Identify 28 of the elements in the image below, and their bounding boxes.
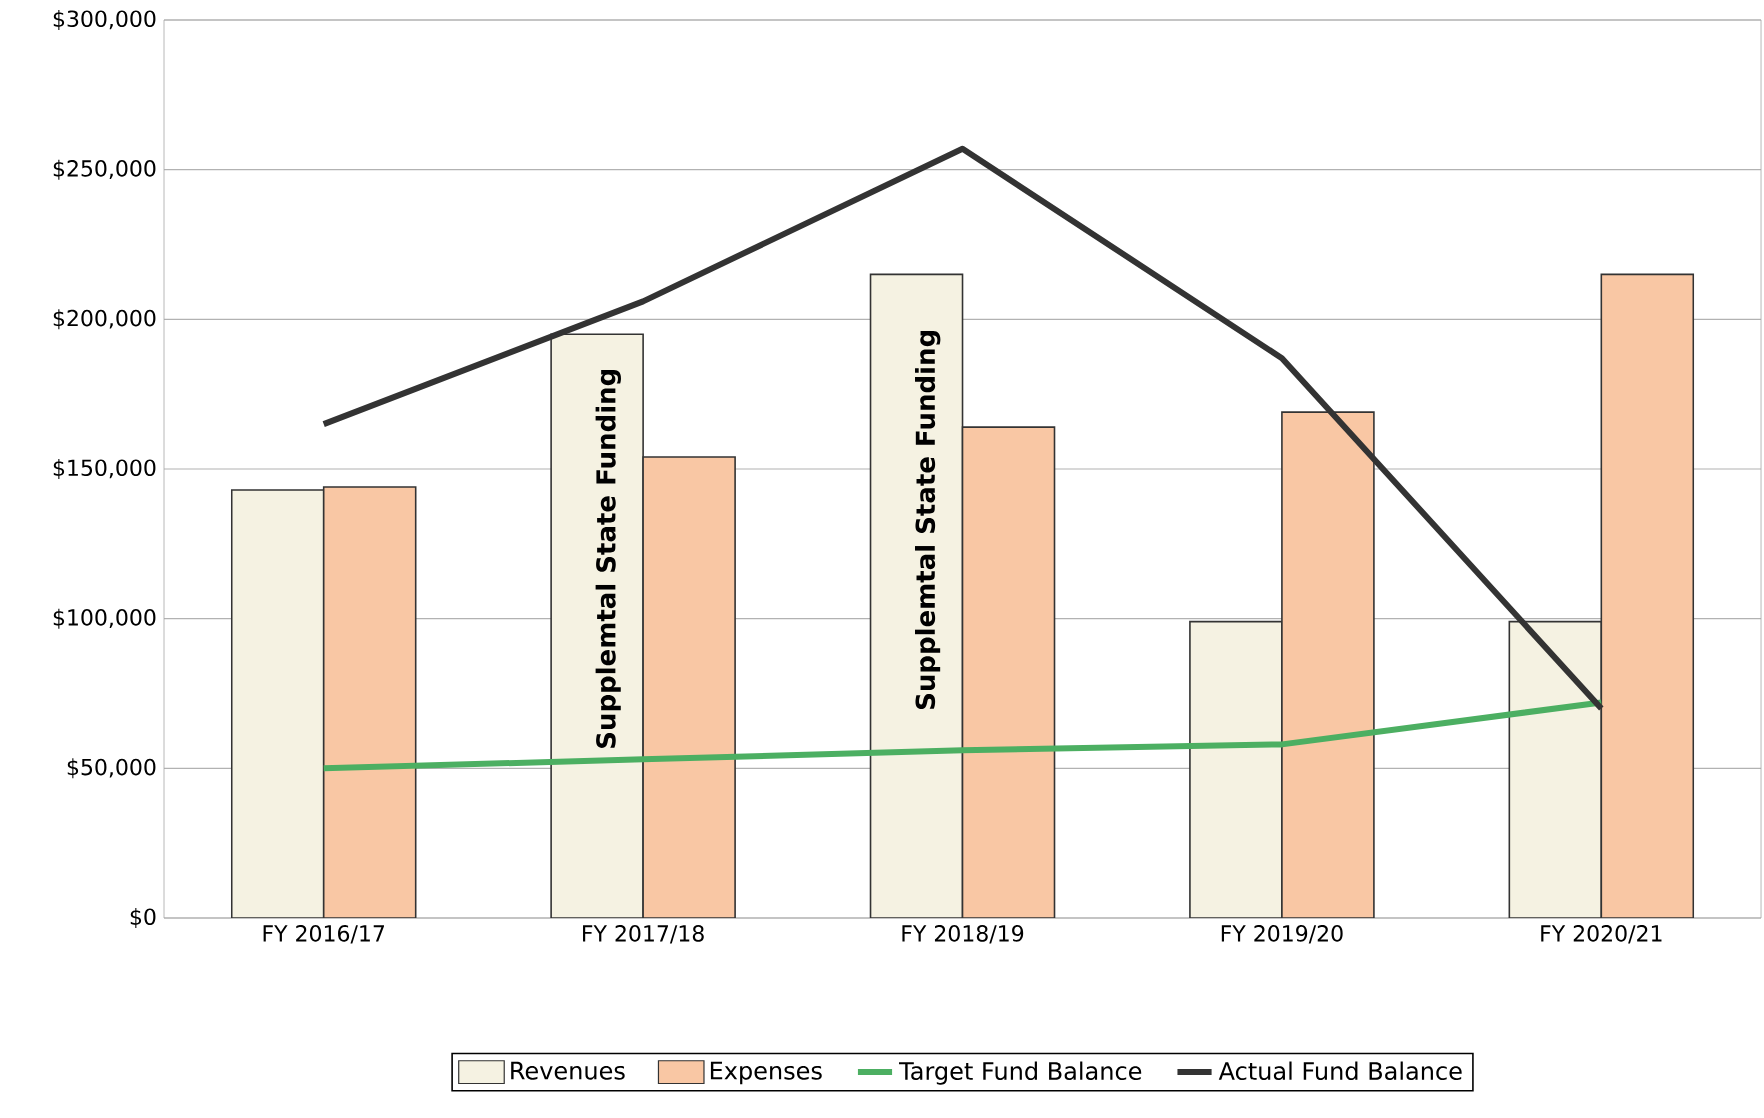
bar <box>1508 620 1603 918</box>
bar <box>1600 273 1695 918</box>
y-tick-label: $50,000 <box>67 758 156 779</box>
legend-label: Expenses <box>710 1061 822 1085</box>
y-tick-label: $0 <box>130 908 156 928</box>
x-tick-label: FY 2016/17 <box>263 925 385 944</box>
annotation: Supplemtal State Funding <box>595 369 621 748</box>
y-tick-label: $250,000 <box>53 159 156 180</box>
legend-label: Target Fund Balance <box>899 1061 1142 1085</box>
y-tick-label: $200,000 <box>53 309 156 330</box>
bar <box>1189 620 1283 918</box>
bar <box>869 273 964 918</box>
bar <box>230 489 325 918</box>
y-tick-label: $100,000 <box>53 608 156 629</box>
bar <box>961 426 1056 918</box>
x-tick-label: FY 2019/20 <box>1221 925 1343 944</box>
y-tick-label: $300,000 <box>53 10 156 30</box>
bar <box>322 486 417 918</box>
x-tick-label: FY 2020/21 <box>1541 925 1662 944</box>
legend-label: Actual Fund Balance <box>1218 1061 1462 1081</box>
y-tick-label: $150,000 <box>53 459 156 479</box>
bar <box>642 456 736 918</box>
bar <box>1281 411 1375 918</box>
annotation: Supplemtal State Funding <box>915 331 941 709</box>
x-tick-label: FY 2017/18 <box>583 925 704 944</box>
x-tick-label: FY 2018/19 <box>902 925 1024 944</box>
bar <box>550 333 644 918</box>
legend-label: Revenues <box>511 1061 625 1080</box>
